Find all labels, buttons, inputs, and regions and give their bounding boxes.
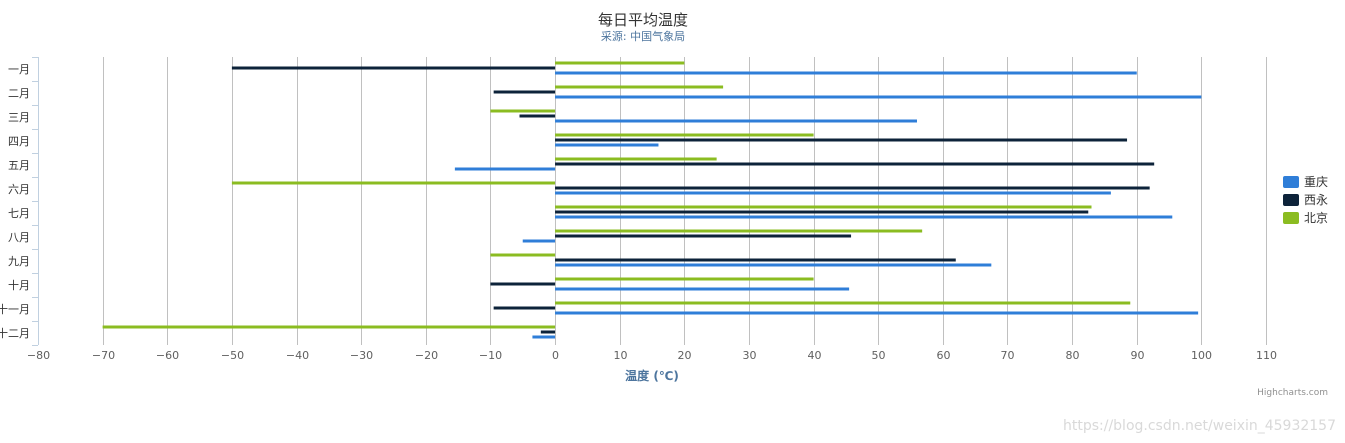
x-tick-label: 80 [1066,349,1080,362]
x-tick-label: −40 [286,349,309,362]
x-axis: −80 −70 −60 −50 −40 −30 −20 −10 0 10 20 30 40 50 60 70 8… [27,349,1277,362]
legend-label[interactable]: 北京 [1304,211,1328,225]
bar[interactable] [555,191,1111,195]
bar[interactable] [555,229,923,233]
legend-label[interactable]: 重庆 [1304,175,1328,189]
legend-label[interactable]: 西永 [1304,193,1328,207]
chart-title: 每日平均温度 [598,11,688,29]
y-tick-label: 三月 [8,111,30,124]
bar[interactable] [490,109,556,113]
x-tick-label: 90 [1131,349,1145,362]
x-tick-label: 100 [1191,349,1212,362]
bar[interactable] [532,335,556,339]
bar[interactable] [555,133,814,137]
bar[interactable] [555,143,659,147]
x-tick-label: 40 [808,349,822,362]
y-tick-label: 一月 [8,63,30,76]
bar[interactable] [555,301,1131,305]
bars-group [102,61,1202,339]
x-tick-label: −60 [156,349,179,362]
legend-swatch[interactable] [1283,212,1299,224]
bar[interactable] [493,90,556,94]
y-tick-label: 九月 [8,255,30,268]
bar[interactable] [490,253,556,257]
bar[interactable] [522,239,556,243]
bar[interactable] [490,282,556,286]
bar[interactable] [555,205,1092,209]
bar[interactable] [555,138,1128,142]
x-tick-label: 70 [1001,349,1015,362]
bar[interactable] [102,325,556,329]
bar[interactable] [555,258,956,262]
y-tick-label: 七月 [8,207,30,220]
legend-swatch[interactable] [1283,194,1299,206]
x-tick-label: −70 [92,349,115,362]
bar[interactable] [231,66,556,70]
bar[interactable] [555,234,852,238]
bar[interactable] [555,186,1150,190]
bar[interactable] [555,215,1173,219]
x-axis-label: 温度 (℃) [625,368,679,383]
bar[interactable] [555,277,814,281]
x-tick-label: 50 [872,349,886,362]
bar[interactable] [454,167,556,171]
y-tick-label: 十二月 [0,326,30,340]
bar[interactable] [555,85,724,89]
y-tick-label: 十月 [8,278,30,292]
y-tick-label: 四月 [8,135,30,148]
bar[interactable] [231,181,556,185]
y-tick-label: 五月 [8,159,30,172]
x-tick-label: 110 [1256,349,1277,362]
legend-swatch[interactable] [1283,176,1299,188]
bar[interactable] [555,263,992,267]
x-tick-label: 0 [552,349,559,362]
bar[interactable] [555,71,1137,75]
bar[interactable] [493,306,556,310]
watermark-text: https://blog.csdn.net/weixin_45932157 [1063,418,1336,434]
y-tick-label: 六月 [8,183,30,196]
x-tick-label: 20 [678,349,692,362]
bar[interactable] [555,162,1155,166]
x-tick-label: 60 [937,349,951,362]
bar[interactable] [555,119,917,123]
y-tick-label: 十一月 [0,302,30,316]
credits-text[interactable]: Highcharts.com [1257,388,1328,398]
bar[interactable] [555,61,685,65]
bar[interactable] [555,95,1202,99]
x-tick-label: −30 [350,349,373,362]
y-tick-label: 八月 [8,231,30,244]
grid-lines [38,57,1267,345]
x-tick-label: −50 [221,349,244,362]
bar[interactable] [540,330,556,334]
x-tick-label: −80 [27,349,50,362]
bar[interactable] [555,210,1089,214]
bar[interactable] [519,114,556,118]
x-tick-label: −20 [415,349,438,362]
y-tick-label: 二月 [8,87,30,100]
chart-subtitle: 采源: 中国气象局 [601,29,685,43]
bar[interactable] [555,311,1199,315]
bar[interactable] [555,287,850,291]
x-tick-label: 10 [614,349,628,362]
x-tick-label: 30 [743,349,757,362]
x-tick-label: −10 [479,349,502,362]
bar[interactable] [555,157,717,161]
